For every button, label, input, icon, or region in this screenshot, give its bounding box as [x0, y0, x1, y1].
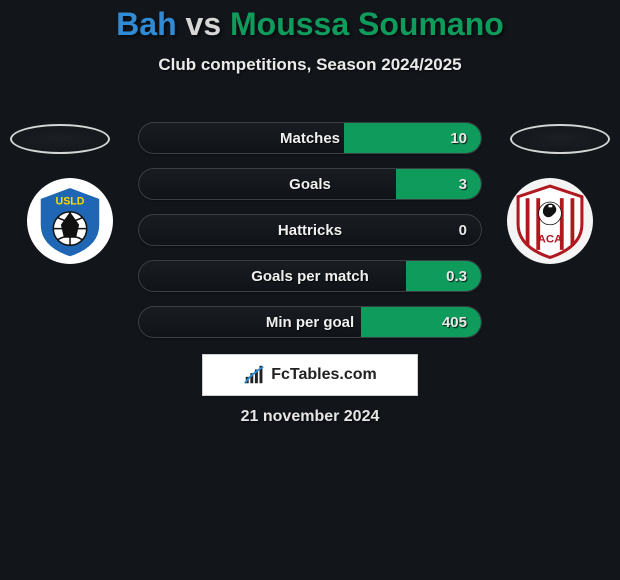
- footer-date: 21 november 2024: [0, 408, 620, 426]
- stat-row-hattricks: Hattricks 0: [138, 214, 482, 246]
- subtitle: Club competitions, Season 2024/2025: [0, 55, 620, 75]
- stat-label: Min per goal: [266, 314, 354, 331]
- barchart-icon: [243, 364, 265, 386]
- comparison-title: Bah vs Moussa Soumano: [0, 0, 620, 43]
- player-right-name: Moussa Soumano: [230, 6, 504, 42]
- stat-value-right: 405: [442, 314, 467, 331]
- stat-value-right: 10: [450, 130, 467, 147]
- stat-row-gpm: Goals per match 0.3: [138, 260, 482, 292]
- usld-badge-icon: USLD: [32, 183, 108, 259]
- stat-bar-right: [396, 169, 482, 199]
- stat-value-right: 3: [459, 176, 467, 193]
- stat-value-right: 0: [459, 222, 467, 239]
- stat-row-matches: Matches 10: [138, 122, 482, 154]
- player-left-ellipse: [10, 124, 110, 154]
- stat-label: Matches: [280, 130, 340, 147]
- vs-separator: vs: [177, 6, 230, 42]
- stats-rows: Matches 10 Goals 3 Hattricks 0 Goals per…: [138, 122, 482, 352]
- aca-badge-icon: ACA: [512, 183, 588, 259]
- stat-value-right: 0.3: [446, 268, 467, 285]
- player-left-name: Bah: [116, 6, 176, 42]
- stat-row-mpg: Min per goal 405: [138, 306, 482, 338]
- stat-bar-right: [406, 261, 481, 291]
- svg-text:ACA: ACA: [538, 233, 563, 245]
- branding-text: FcTables.com: [271, 366, 377, 384]
- team-left-badge: USLD: [27, 178, 113, 264]
- player-right-ellipse: [510, 124, 610, 154]
- stat-row-goals: Goals 3: [138, 168, 482, 200]
- svg-text:USLD: USLD: [56, 195, 85, 207]
- branding-box: FcTables.com: [202, 354, 418, 396]
- team-right-badge: ACA: [507, 178, 593, 264]
- stat-label: Goals per match: [251, 268, 369, 285]
- stat-label: Hattricks: [278, 222, 342, 239]
- stat-label: Goals: [289, 176, 331, 193]
